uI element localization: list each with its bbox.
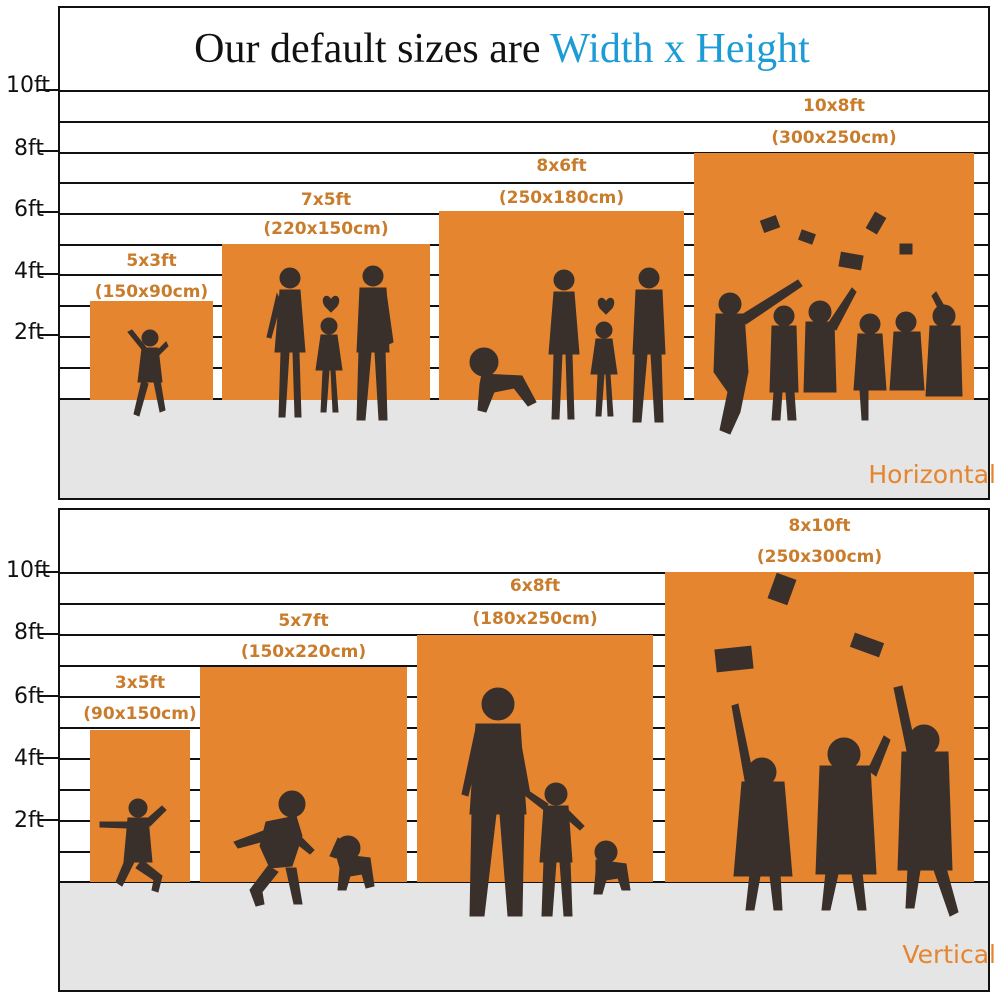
family-with-baby-silhouette bbox=[469, 267, 666, 423]
y-axis-label: 8ft bbox=[14, 136, 44, 161]
gridline bbox=[60, 881, 988, 883]
child-and-dog-silhouette bbox=[233, 790, 375, 907]
y-axis-tick bbox=[38, 695, 60, 697]
floor bbox=[60, 400, 988, 498]
title-highlight: Width x Height bbox=[550, 26, 810, 72]
y-axis-tick bbox=[38, 89, 60, 91]
size-label-ft: 5x7ft bbox=[278, 611, 329, 631]
y-axis-label: 8ft bbox=[14, 620, 44, 645]
size-label-ft: 7x5ft bbox=[300, 190, 352, 210]
y-axis-tick bbox=[38, 273, 60, 275]
size-label-ft: 6x8ft bbox=[509, 576, 561, 596]
y-axis-label: 4ft bbox=[14, 746, 44, 771]
y-axis-tick bbox=[38, 211, 60, 213]
size-label-cm: (90x150cm) bbox=[83, 704, 197, 724]
title-prefix: Our default sizes are bbox=[194, 26, 541, 72]
y-axis-label: 10ft bbox=[6, 73, 50, 98]
graduates-silhouette bbox=[714, 572, 959, 917]
y-axis-label: 6ft bbox=[14, 197, 44, 222]
size-label-ft: 10x8ft bbox=[803, 96, 865, 116]
orientation-label-vertical: Vertical bbox=[902, 940, 996, 969]
orientation-label-horizontal: Horizontal bbox=[868, 460, 996, 489]
girl-silhouette bbox=[127, 329, 169, 417]
family-silhouette bbox=[266, 265, 394, 421]
gridline bbox=[60, 572, 988, 574]
size-label-cm: (220x150cm) bbox=[263, 219, 389, 239]
gridline bbox=[60, 603, 988, 605]
size-label-cm: (180x250cm) bbox=[472, 609, 598, 629]
vertical-panel: 3x5ft (90x150cm) 5x7ft (150x220cm) 6x8ft… bbox=[58, 508, 990, 992]
size-label-ft: 3x5ft bbox=[114, 673, 166, 693]
y-axis-label: 6ft bbox=[14, 684, 44, 709]
gridline bbox=[60, 152, 988, 154]
y-axis-label: 4ft bbox=[14, 259, 44, 284]
y-axis-label: 2ft bbox=[14, 808, 44, 833]
backdrop-6x8 bbox=[417, 635, 653, 882]
y-axis-tick bbox=[38, 633, 60, 635]
father-son-dog-silhouette bbox=[461, 687, 631, 917]
y-axis-tick bbox=[38, 819, 60, 821]
size-label-ft: 8x10ft bbox=[788, 516, 851, 536]
floor bbox=[60, 882, 988, 990]
gridline bbox=[60, 182, 988, 184]
graduates-silhouette bbox=[713, 211, 963, 435]
y-axis-tick bbox=[38, 334, 60, 336]
jumping-child-silhouette bbox=[99, 798, 167, 893]
y-axis-label: 10ft bbox=[6, 558, 50, 583]
y-axis-tick bbox=[38, 757, 60, 759]
size-label-cm: (150x90cm) bbox=[94, 282, 209, 302]
size-label-ft: 8x6ft bbox=[536, 156, 587, 176]
size-label-cm: (250x300cm) bbox=[756, 547, 883, 567]
y-axis-label: 2ft bbox=[14, 320, 44, 345]
size-label-cm: (150x220cm) bbox=[240, 642, 367, 662]
page-title: Our default sizes are Width x Height bbox=[92, 28, 912, 70]
size-label-ft: 5x3ft bbox=[126, 251, 177, 271]
gridline bbox=[60, 121, 988, 123]
size-label-cm: (300x250cm) bbox=[771, 128, 897, 148]
size-label-cm: (250x180cm) bbox=[498, 188, 625, 208]
horizontal-panel: 5x3ft (150x90cm) 7x5ft (220x150cm) 8x6ft… bbox=[58, 6, 990, 500]
gridline bbox=[60, 90, 988, 92]
y-axis-tick bbox=[38, 571, 60, 573]
y-axis-tick bbox=[38, 150, 60, 152]
